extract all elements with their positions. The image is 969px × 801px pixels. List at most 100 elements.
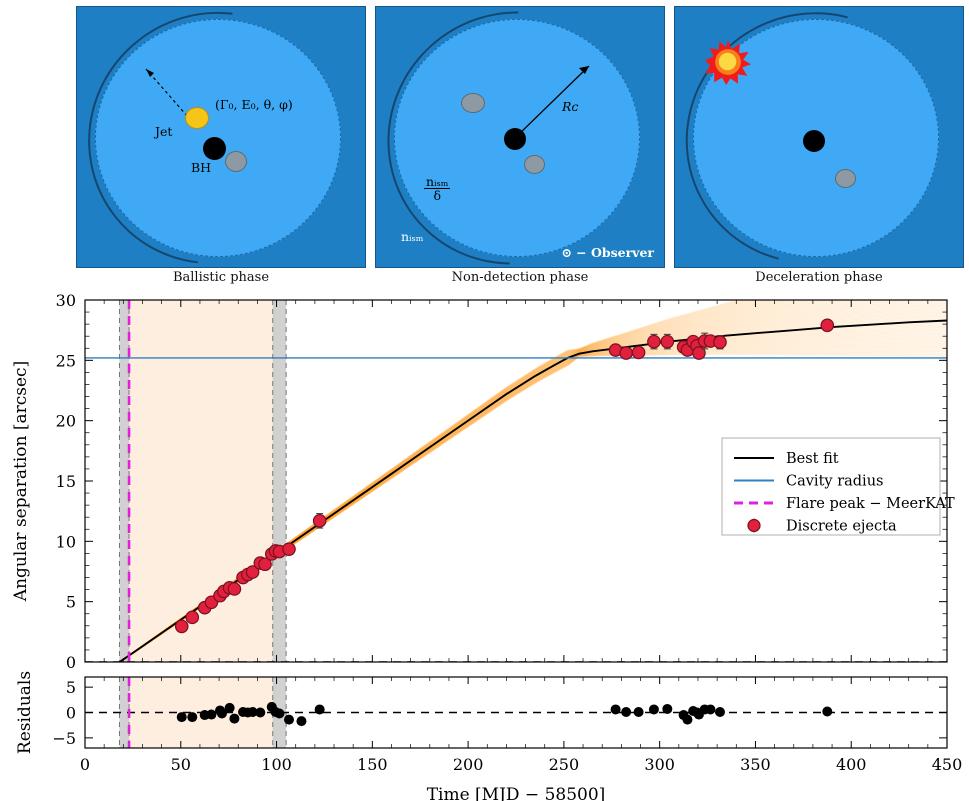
ejecta-point[interactable]: [258, 557, 272, 572]
cartoon-panel-row: (Γ₀, E₀, θ, φ) Jet BH Ballistic phase Rᴄ…: [0, 0, 969, 317]
ejecta-point[interactable]: [227, 582, 242, 596]
x-tick-label: 100: [261, 755, 292, 774]
black-hole-dot: [803, 130, 825, 152]
grey-blob: [835, 169, 856, 188]
legend-label-2: Flare peak − MeerKAT: [786, 496, 955, 512]
y-tick-label: 25: [56, 351, 76, 370]
x-tick-label: 450: [932, 755, 963, 774]
nism-numerator: nᵢₛₘ: [424, 174, 451, 190]
x-tick-label: 50: [171, 755, 191, 774]
ejecta-point[interactable]: [647, 334, 661, 349]
separation-vs-time-figure: 0 50 100 150 200 250 300 350 400 450051015202530−…: [11, 292, 963, 801]
cartoon-nondetection-phase: Rᴄ nᵢₛₘ δ nᵢₛₘ ⊙ − Observer Non-detectio…: [335, 0, 693, 317]
x-tick-label: 200: [453, 755, 484, 774]
grey-blob: [225, 151, 247, 172]
residual-point[interactable]: [296, 716, 307, 727]
x-tick-label: 400: [836, 755, 867, 774]
jet-label: Jet: [155, 124, 173, 139]
residual-point[interactable]: [648, 704, 659, 715]
grey-blob-2: [524, 155, 545, 174]
cartoon-deceleration-phase: Deceleration phase: [639, 0, 969, 311]
black-hole-dot: [203, 137, 226, 160]
residual-point[interactable]: [206, 709, 217, 720]
density-ratio-label: nᵢₛₘ δ: [424, 174, 451, 204]
residual-point[interactable]: [187, 712, 198, 723]
bh-label: BH: [191, 160, 212, 175]
y-tick-label: 20: [56, 412, 76, 431]
ejecta-point[interactable]: [692, 346, 706, 360]
grey-blob-1: [461, 93, 485, 113]
uncertainty-band-0: [119, 677, 130, 748]
nism-label: nᵢₛₘ: [401, 229, 424, 244]
y-tick-label: 5: [66, 593, 76, 612]
residual-point[interactable]: [610, 704, 621, 715]
delta-denominator: δ: [433, 188, 441, 204]
ejecta-point[interactable]: [282, 542, 296, 556]
residual-point[interactable]: [255, 707, 266, 718]
y-tick-label: 10: [56, 532, 76, 551]
x-tick-label: 350: [740, 755, 771, 774]
ejecta-point[interactable]: [619, 346, 633, 360]
ejecta-point[interactable]: [174, 619, 189, 634]
ejecta-point[interactable]: [713, 335, 727, 350]
cartoon-caption-nondetection: Non-detection phase: [451, 270, 589, 285]
legend: Best fit Cavity radius Flare peak − MeerKA…: [721, 437, 955, 536]
jet-blob: [185, 107, 209, 129]
legend-label-1: Cavity radius: [786, 474, 883, 490]
observer-label: ⊙ − Observer: [561, 245, 654, 260]
cartoon-caption-ballistic: Ballistic phase: [172, 270, 270, 285]
legend-swatch-3: [747, 518, 761, 533]
residual-point[interactable]: [274, 708, 285, 719]
ejecta-point[interactable]: [245, 565, 260, 579]
ejecta-point[interactable]: [185, 610, 200, 625]
legend-label-3: Discrete ejecta: [786, 519, 897, 535]
residual-point[interactable]: [633, 706, 644, 717]
y-tick-label: 30: [56, 292, 76, 310]
jet-parameters-label: (Γ₀, E₀, θ, φ): [215, 97, 293, 112]
uncertainty-band-1: [272, 300, 287, 662]
cartoon-caption-deceleration: Deceleration phase: [755, 270, 883, 285]
residual-y-tick-label: 0: [66, 704, 76, 723]
residual-point[interactable]: [247, 706, 258, 717]
panel-background: (Γ₀, E₀, θ, φ) Jet BH: [37, 0, 393, 316]
y-tick-label: 0: [66, 653, 76, 672]
panel-background: Rᴄ nᵢₛₘ δ nᵢₛₘ ⊙ − Observer: [335, 0, 693, 317]
uncertainty-band-0: [119, 300, 130, 662]
residual-point[interactable]: [822, 706, 833, 717]
residual-point[interactable]: [176, 712, 187, 723]
x-axis-title: Time [MJD − 58500]: [427, 785, 606, 801]
residual-point[interactable]: [621, 706, 632, 717]
residual-point[interactable]: [314, 704, 325, 715]
x-tick-label: 250: [549, 755, 580, 774]
residual-point[interactable]: [216, 708, 227, 719]
shock-arc: [639, 0, 969, 311]
y-axis-title: Angular separation [arcsec]: [11, 361, 31, 602]
residual-point[interactable]: [662, 703, 673, 714]
black-hole-dot: [504, 128, 526, 150]
residual-point[interactable]: [284, 714, 295, 725]
residual-y-tick-label: −5: [52, 729, 76, 748]
ejecta-point[interactable]: [660, 334, 675, 349]
residual-point[interactable]: [715, 706, 726, 717]
residual-point[interactable]: [224, 702, 235, 713]
cartoon-ballistic-phase: (Γ₀, E₀, θ, φ) Jet BH Ballistic phase: [37, 0, 393, 316]
panel-background: [639, 0, 969, 311]
main-axes-content: [85, 300, 947, 662]
residual-y-tick-label: 5: [66, 678, 76, 697]
residual-point[interactable]: [705, 704, 716, 715]
residual-point[interactable]: [682, 714, 693, 725]
legend-box: [721, 437, 941, 536]
x-tick-label: 150: [357, 755, 388, 774]
residual-point[interactable]: [229, 713, 240, 724]
residual-axis-title: Residuals: [15, 671, 35, 754]
cavity-radius-label: Rᴄ: [562, 99, 579, 114]
legend-label-0: Best fit: [786, 451, 839, 467]
jet-trajectory-arrow: [145, 68, 196, 126]
ejecta-point[interactable]: [312, 514, 327, 528]
figure-plot-area: 0 50 100 150 200 250 300 350 400 450 0 5 10 15 20 25 30−…: [0, 292, 969, 801]
flare-star-icon: [705, 39, 751, 85]
ejecta-point[interactable]: [631, 345, 646, 360]
x-tick-label: 0: [80, 755, 90, 774]
ejecta-point[interactable]: [820, 318, 835, 333]
residual-axes-content: [85, 677, 947, 748]
